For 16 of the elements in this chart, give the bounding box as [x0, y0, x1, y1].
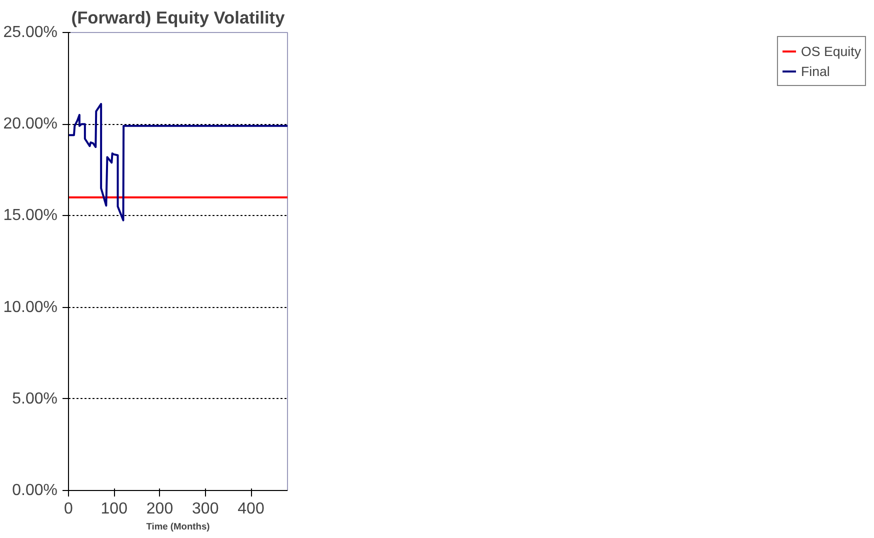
y-tick-label: 10.00%: [3, 298, 58, 316]
legend-label: OS Equity: [800, 44, 861, 58]
line-series: [68, 102, 288, 222]
y-tick-label: 20.00%: [3, 116, 58, 133]
y-tick-label: 25.00%: [3, 24, 58, 41]
x-tick-label: 300: [192, 500, 219, 518]
x-axis-title: Time (Months): [146, 522, 210, 532]
x-tick-label: 100: [100, 500, 128, 518]
y-tick-label: 0.00%: [12, 482, 58, 499]
chart-title: (Forward) Equity Volatility: [71, 8, 286, 28]
y-tick-label: 15.00%: [3, 207, 58, 224]
y-tick-label: 5.00%: [12, 390, 58, 408]
x-tick-label: 200: [146, 500, 174, 518]
legend-label: Final: [800, 64, 830, 78]
x-tick-label: 0: [64, 500, 74, 518]
x-tick-label: 400: [238, 500, 264, 518]
